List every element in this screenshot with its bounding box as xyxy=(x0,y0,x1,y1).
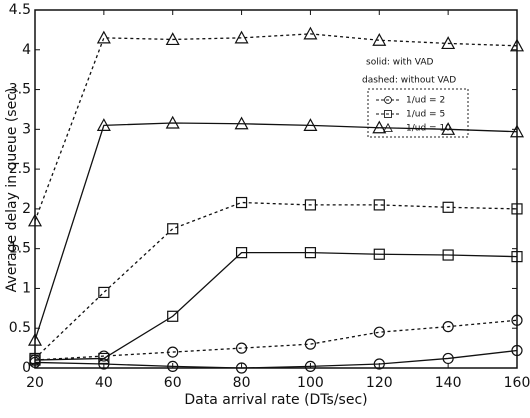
marker xyxy=(442,352,454,365)
series-line xyxy=(34,349,518,369)
y-tick-label: 4.5 xyxy=(9,2,31,18)
marker xyxy=(509,124,525,138)
x-tick-label: 80 xyxy=(233,375,251,391)
marker xyxy=(27,213,43,227)
marker xyxy=(167,346,179,358)
y-tick-label: 4 xyxy=(22,42,31,58)
marker xyxy=(27,332,43,346)
marker xyxy=(303,118,318,131)
x-tick-label: 120 xyxy=(366,375,393,391)
marker xyxy=(373,326,385,338)
marker xyxy=(442,249,454,261)
legend-marker xyxy=(384,110,392,118)
marker xyxy=(304,247,317,259)
marker xyxy=(373,248,385,260)
marker xyxy=(98,286,110,299)
marker xyxy=(303,26,318,40)
y-tick-label: 2 xyxy=(22,201,31,217)
marker xyxy=(509,38,525,52)
y-tick-label: 3 xyxy=(22,121,31,137)
marker xyxy=(511,314,523,326)
marker xyxy=(442,321,454,333)
legend-marker xyxy=(383,122,393,132)
legend-label: 1/ud = 2 xyxy=(406,96,445,106)
y-tick-label: 0.5 xyxy=(9,320,31,336)
marker xyxy=(235,196,248,209)
plot-frame xyxy=(34,9,518,369)
y-tick-label: 1.5 xyxy=(9,241,31,257)
x-tick-label: 40 xyxy=(95,375,113,391)
marker xyxy=(442,201,454,213)
marker xyxy=(29,352,41,365)
marker xyxy=(167,310,179,322)
marker xyxy=(235,342,248,354)
marker xyxy=(96,30,111,44)
legend-marker xyxy=(384,96,392,104)
y-tick-label: 3.5 xyxy=(9,82,31,98)
x-tick-label: 160 xyxy=(504,375,530,391)
marker xyxy=(98,352,110,365)
legend-label: 1/ud = 10 xyxy=(406,124,451,134)
marker xyxy=(235,247,248,259)
marker xyxy=(304,360,317,373)
x-tick-label: 60 xyxy=(164,375,182,391)
series-line xyxy=(34,122,518,341)
marker xyxy=(235,362,248,374)
annotation: dashed: without VAD xyxy=(362,76,456,86)
marker xyxy=(373,199,385,211)
series-line xyxy=(34,319,518,361)
marker xyxy=(167,360,179,373)
x-tick-label: 140 xyxy=(435,375,462,391)
marker xyxy=(441,122,456,135)
marker xyxy=(96,118,111,131)
marker xyxy=(372,32,387,46)
y-tick-label: 1 xyxy=(22,280,31,296)
marker xyxy=(234,116,249,130)
series-line xyxy=(34,251,518,361)
marker xyxy=(511,251,523,263)
y-axis-label: Average delay in queue (sec) xyxy=(4,88,20,293)
marker xyxy=(441,36,456,50)
x-tick-label: 20 xyxy=(26,375,44,391)
legend-label: 1/ud = 5 xyxy=(406,110,445,120)
series-line xyxy=(34,201,518,359)
marker xyxy=(234,30,249,44)
marker xyxy=(165,115,180,129)
marker xyxy=(304,199,317,211)
marker xyxy=(511,203,523,215)
marker xyxy=(373,358,385,370)
marker xyxy=(165,32,180,46)
marker xyxy=(167,223,179,235)
series-line xyxy=(34,33,518,222)
marker xyxy=(372,120,387,134)
y-tick-label: 0 xyxy=(22,360,31,376)
marker xyxy=(511,344,523,357)
y-tick-label: 2.5 xyxy=(9,161,31,177)
x-axis-label: Data arrival rate (DTs/sec) xyxy=(184,392,367,408)
marker xyxy=(304,338,317,350)
annotation: solid: with VAD xyxy=(366,58,433,68)
x-tick-label: 100 xyxy=(297,375,324,391)
